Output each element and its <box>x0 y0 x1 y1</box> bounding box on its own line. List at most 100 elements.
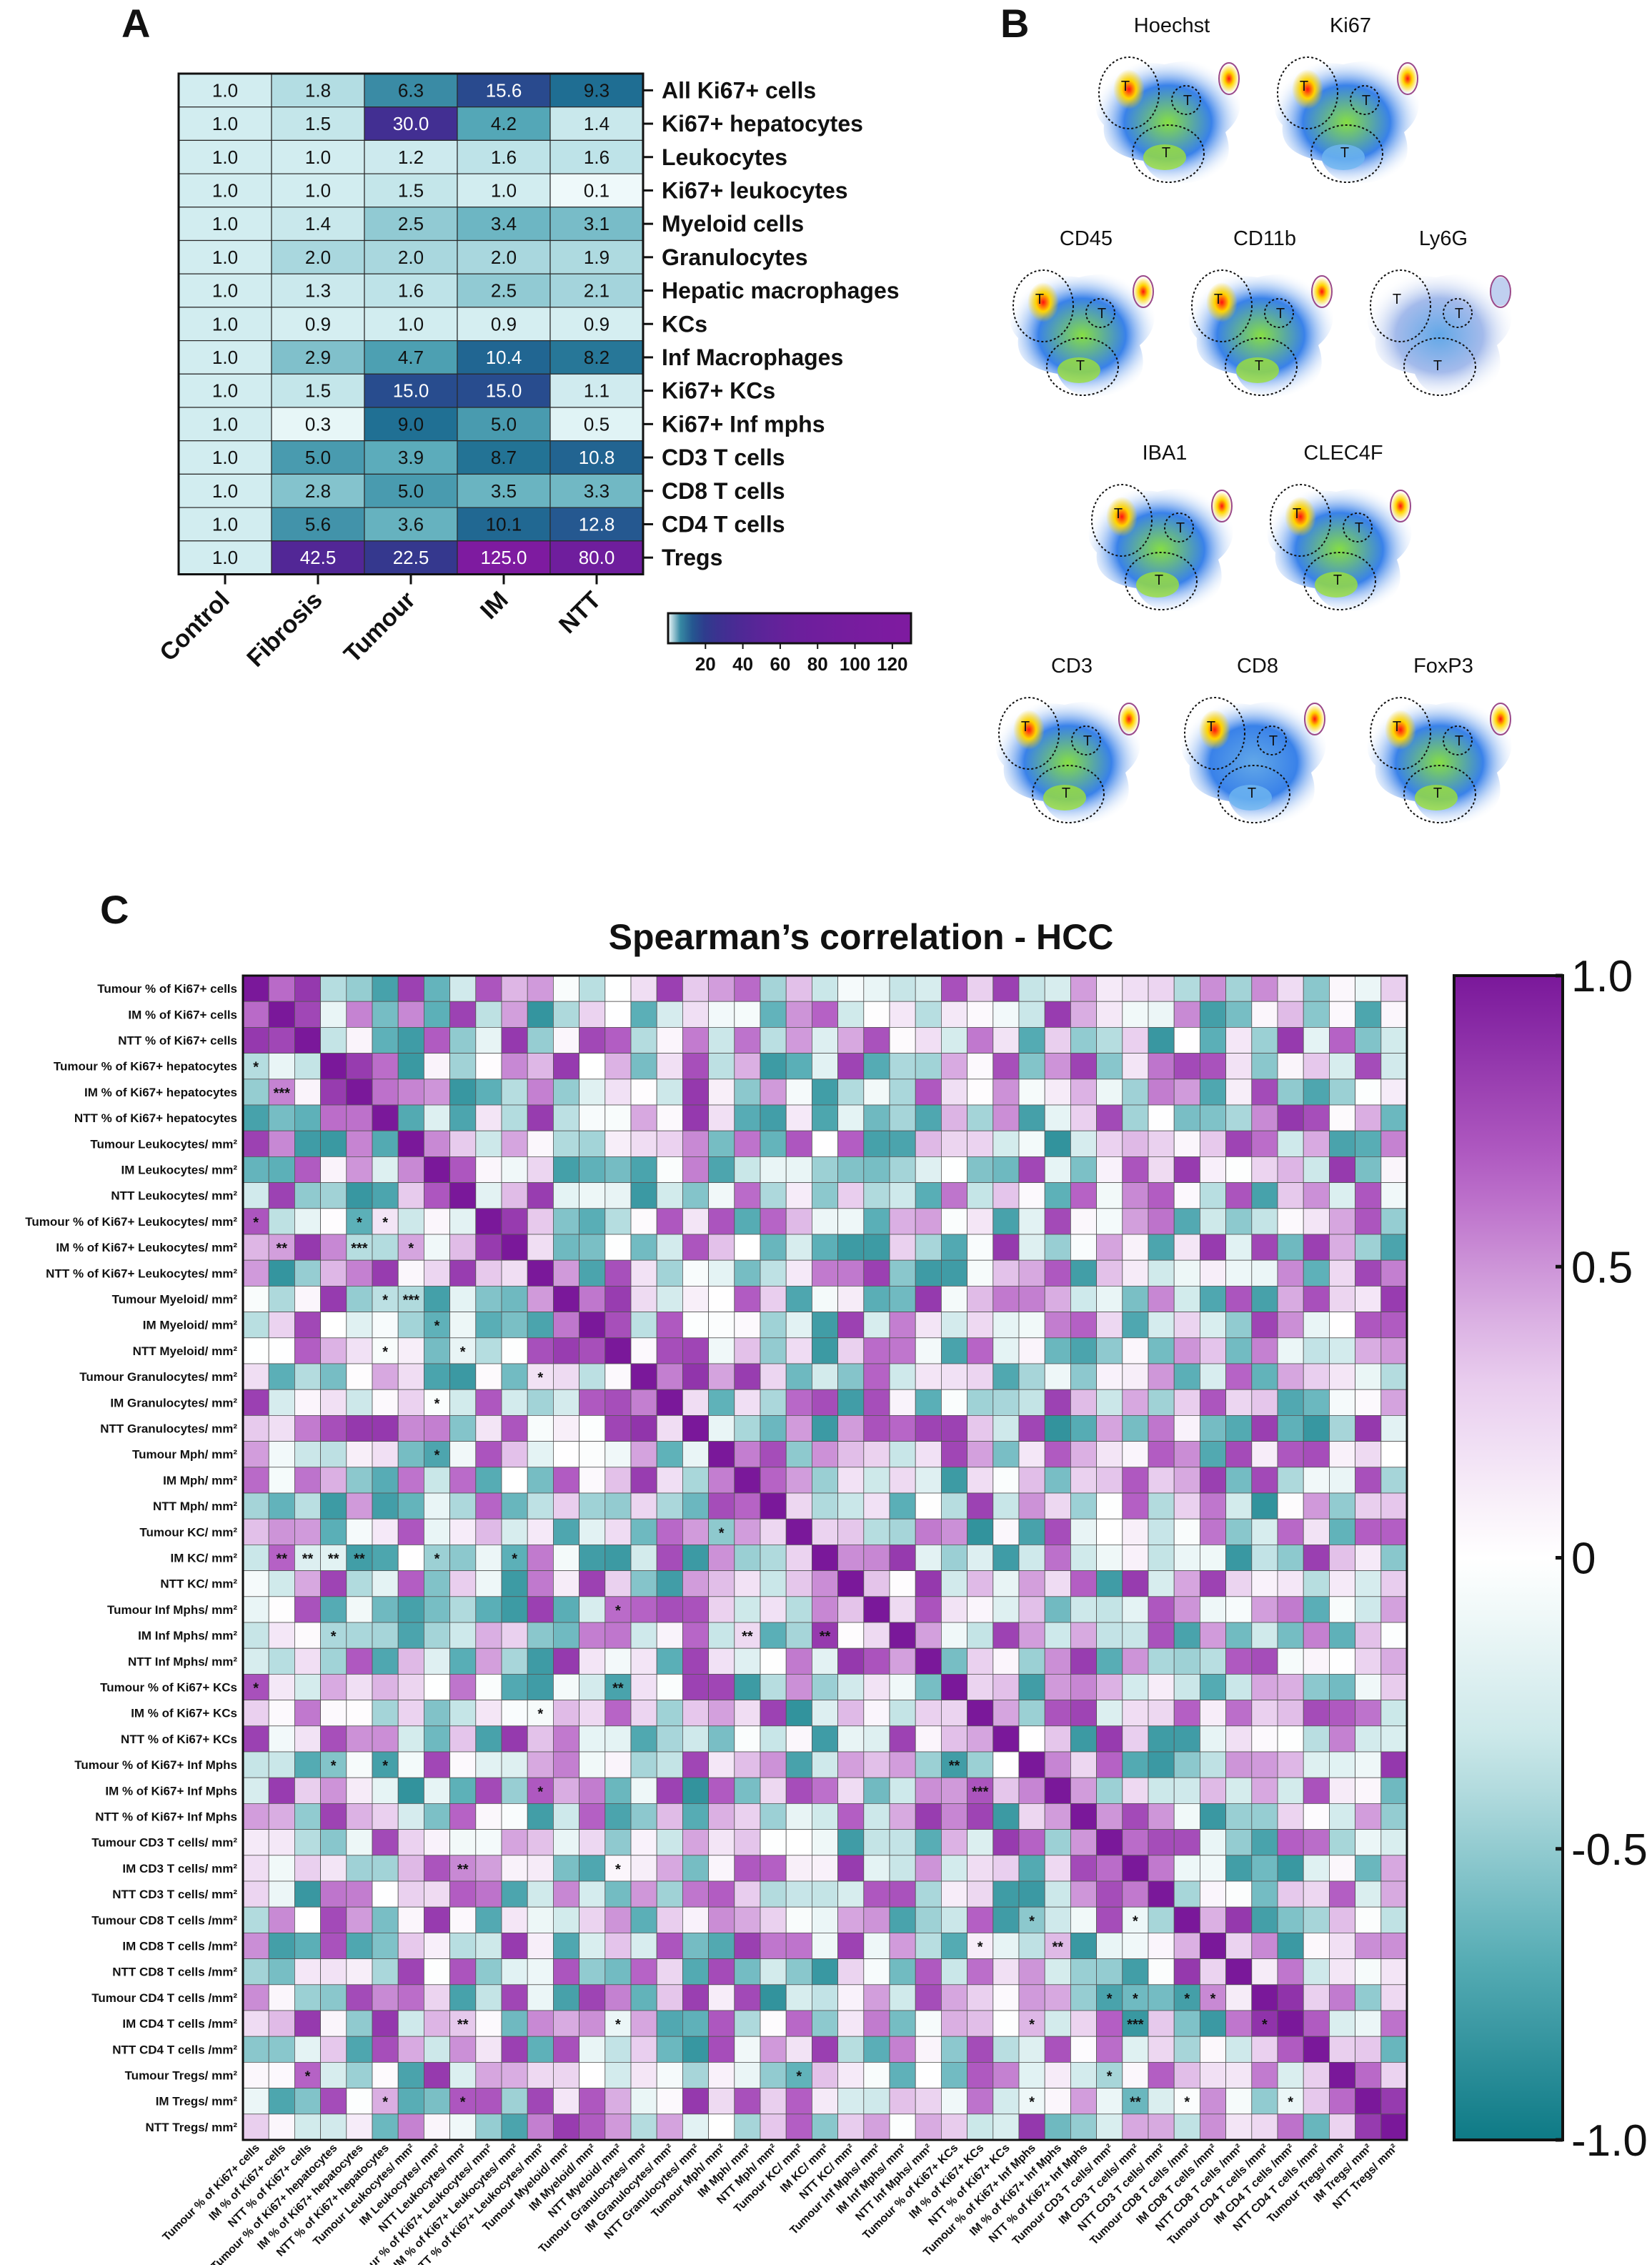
corr-cell <box>734 2088 761 2115</box>
corr-cell <box>1380 1441 1408 1468</box>
corr-cell <box>812 2088 839 2115</box>
corr-cell <box>785 1725 812 1753</box>
corr-cell <box>424 1492 451 1520</box>
corr-cell <box>320 1156 347 1184</box>
corr-cell <box>734 1544 761 1571</box>
corr-cell <box>1251 1829 1278 1856</box>
corr-cell <box>1329 1829 1356 1856</box>
corr-cell <box>889 1389 916 1416</box>
marker-label-cd8: CD8 <box>1236 655 1278 678</box>
corr-cell <box>346 1389 373 1416</box>
heatmap-a-value-label: 3.6 <box>398 513 424 535</box>
corr-cell <box>1148 1259 1175 1287</box>
corr-cell <box>1070 1053 1098 1080</box>
corr-cell <box>630 1725 657 1753</box>
heatmap-a-cell <box>364 507 458 542</box>
corr-cell <box>1096 1700 1123 1727</box>
corr-cell <box>320 1596 347 1623</box>
corr-col-label: IM % of Ki67+ cells <box>207 2142 289 2224</box>
significance-mark: * <box>1107 2069 1113 2085</box>
corr-cell <box>1070 1415 1098 1442</box>
corr-cell <box>1173 1389 1200 1416</box>
corr-cell <box>268 1622 295 1649</box>
region-label: T <box>1355 520 1363 536</box>
corr-cell <box>372 1880 399 1908</box>
corr-cell <box>424 975 451 1002</box>
colorbar-c-tick-label: 0 <box>1571 1535 1596 1584</box>
corr-cell <box>837 1518 865 1545</box>
region-label: T <box>1248 785 1256 801</box>
corr-cell <box>553 1234 580 1261</box>
corr-cell <box>734 1596 761 1623</box>
corr-cell <box>242 1182 269 1209</box>
corr-cell <box>1122 1389 1149 1416</box>
corr-cell <box>475 1855 502 1882</box>
corr-cell <box>734 1027 761 1054</box>
corr-cell <box>242 2061 269 2088</box>
corr-cell <box>785 1932 812 1959</box>
corr-cell <box>708 1337 735 1364</box>
corr-cell <box>346 2010 373 2037</box>
corr-cell <box>527 1751 554 1778</box>
corr-cell <box>708 2088 735 2115</box>
corr-cell <box>1096 1984 1123 2011</box>
corr-cell <box>682 1984 710 2011</box>
corr-cell <box>915 1492 942 1520</box>
corr-cell <box>760 1208 787 1235</box>
corr-cell <box>656 1984 683 2011</box>
corr-cell <box>1277 1363 1304 1390</box>
corr-cell <box>1070 1156 1098 1184</box>
corr-cell <box>837 1777 865 1804</box>
significance-mark: * <box>537 1370 543 1386</box>
corr-cell <box>1018 1647 1045 1675</box>
significance-mark: * <box>1029 2017 1035 2033</box>
corr-cell <box>863 1234 890 1261</box>
corr-cell <box>1225 1104 1253 1131</box>
corr-cell <box>1355 1647 1382 1675</box>
corr-cell <box>630 2061 657 2088</box>
heatmap-a-row-label: Ki67+ leukocytes <box>662 177 848 203</box>
corr-cell <box>967 1492 994 1520</box>
corr-cell <box>967 1130 994 1157</box>
significance-mark: * <box>537 1784 543 1800</box>
corr-cell <box>294 1622 321 1649</box>
heatmap-a-value-label: 10.1 <box>486 513 522 535</box>
corr-cell <box>1044 1130 1071 1157</box>
corr-cell <box>941 1079 968 1106</box>
significance-mark: ** <box>949 1758 960 1774</box>
corr-cell <box>863 1647 890 1675</box>
corr-cell <box>630 1053 657 1080</box>
heatmap-a-value-label: 1.0 <box>212 547 238 568</box>
corr-cell <box>579 2061 606 2088</box>
corr-cell <box>837 1259 865 1287</box>
corr-cell <box>889 1906 916 1933</box>
corr-cell <box>941 1518 968 1545</box>
corr-cell <box>372 2061 399 2088</box>
corr-cell <box>1225 1259 1253 1287</box>
corr-cell <box>1018 1777 1045 1804</box>
corr-cell <box>656 1855 683 1882</box>
corr-cell <box>1303 1544 1330 1571</box>
corr-cell <box>346 1156 373 1184</box>
corr-cell <box>837 1647 865 1675</box>
corr-cell <box>320 1570 347 1597</box>
corr-cell <box>268 1467 295 1494</box>
corr-cell <box>1329 1467 1356 1494</box>
region-label: T <box>1035 292 1044 307</box>
corr-cell <box>579 1544 606 1571</box>
corr-cell <box>1380 1467 1408 1494</box>
corr-cell <box>941 1363 968 1390</box>
corr-cell <box>1096 1751 1123 1778</box>
corr-cell <box>1148 1312 1175 1339</box>
corr-cell <box>941 1751 968 1778</box>
corr-cell <box>1355 1725 1382 1753</box>
corr-cell <box>1044 2113 1071 2141</box>
significance-mark: * <box>434 1448 440 1464</box>
heatmap-a-value-label: 0.9 <box>305 313 331 334</box>
corr-cell <box>1148 1104 1175 1131</box>
corr-cell <box>682 1027 710 1054</box>
corr-cell <box>915 1906 942 1933</box>
corr-cell <box>889 1958 916 1986</box>
corr-cell <box>242 1415 269 1442</box>
corr-cell <box>501 1751 528 1778</box>
